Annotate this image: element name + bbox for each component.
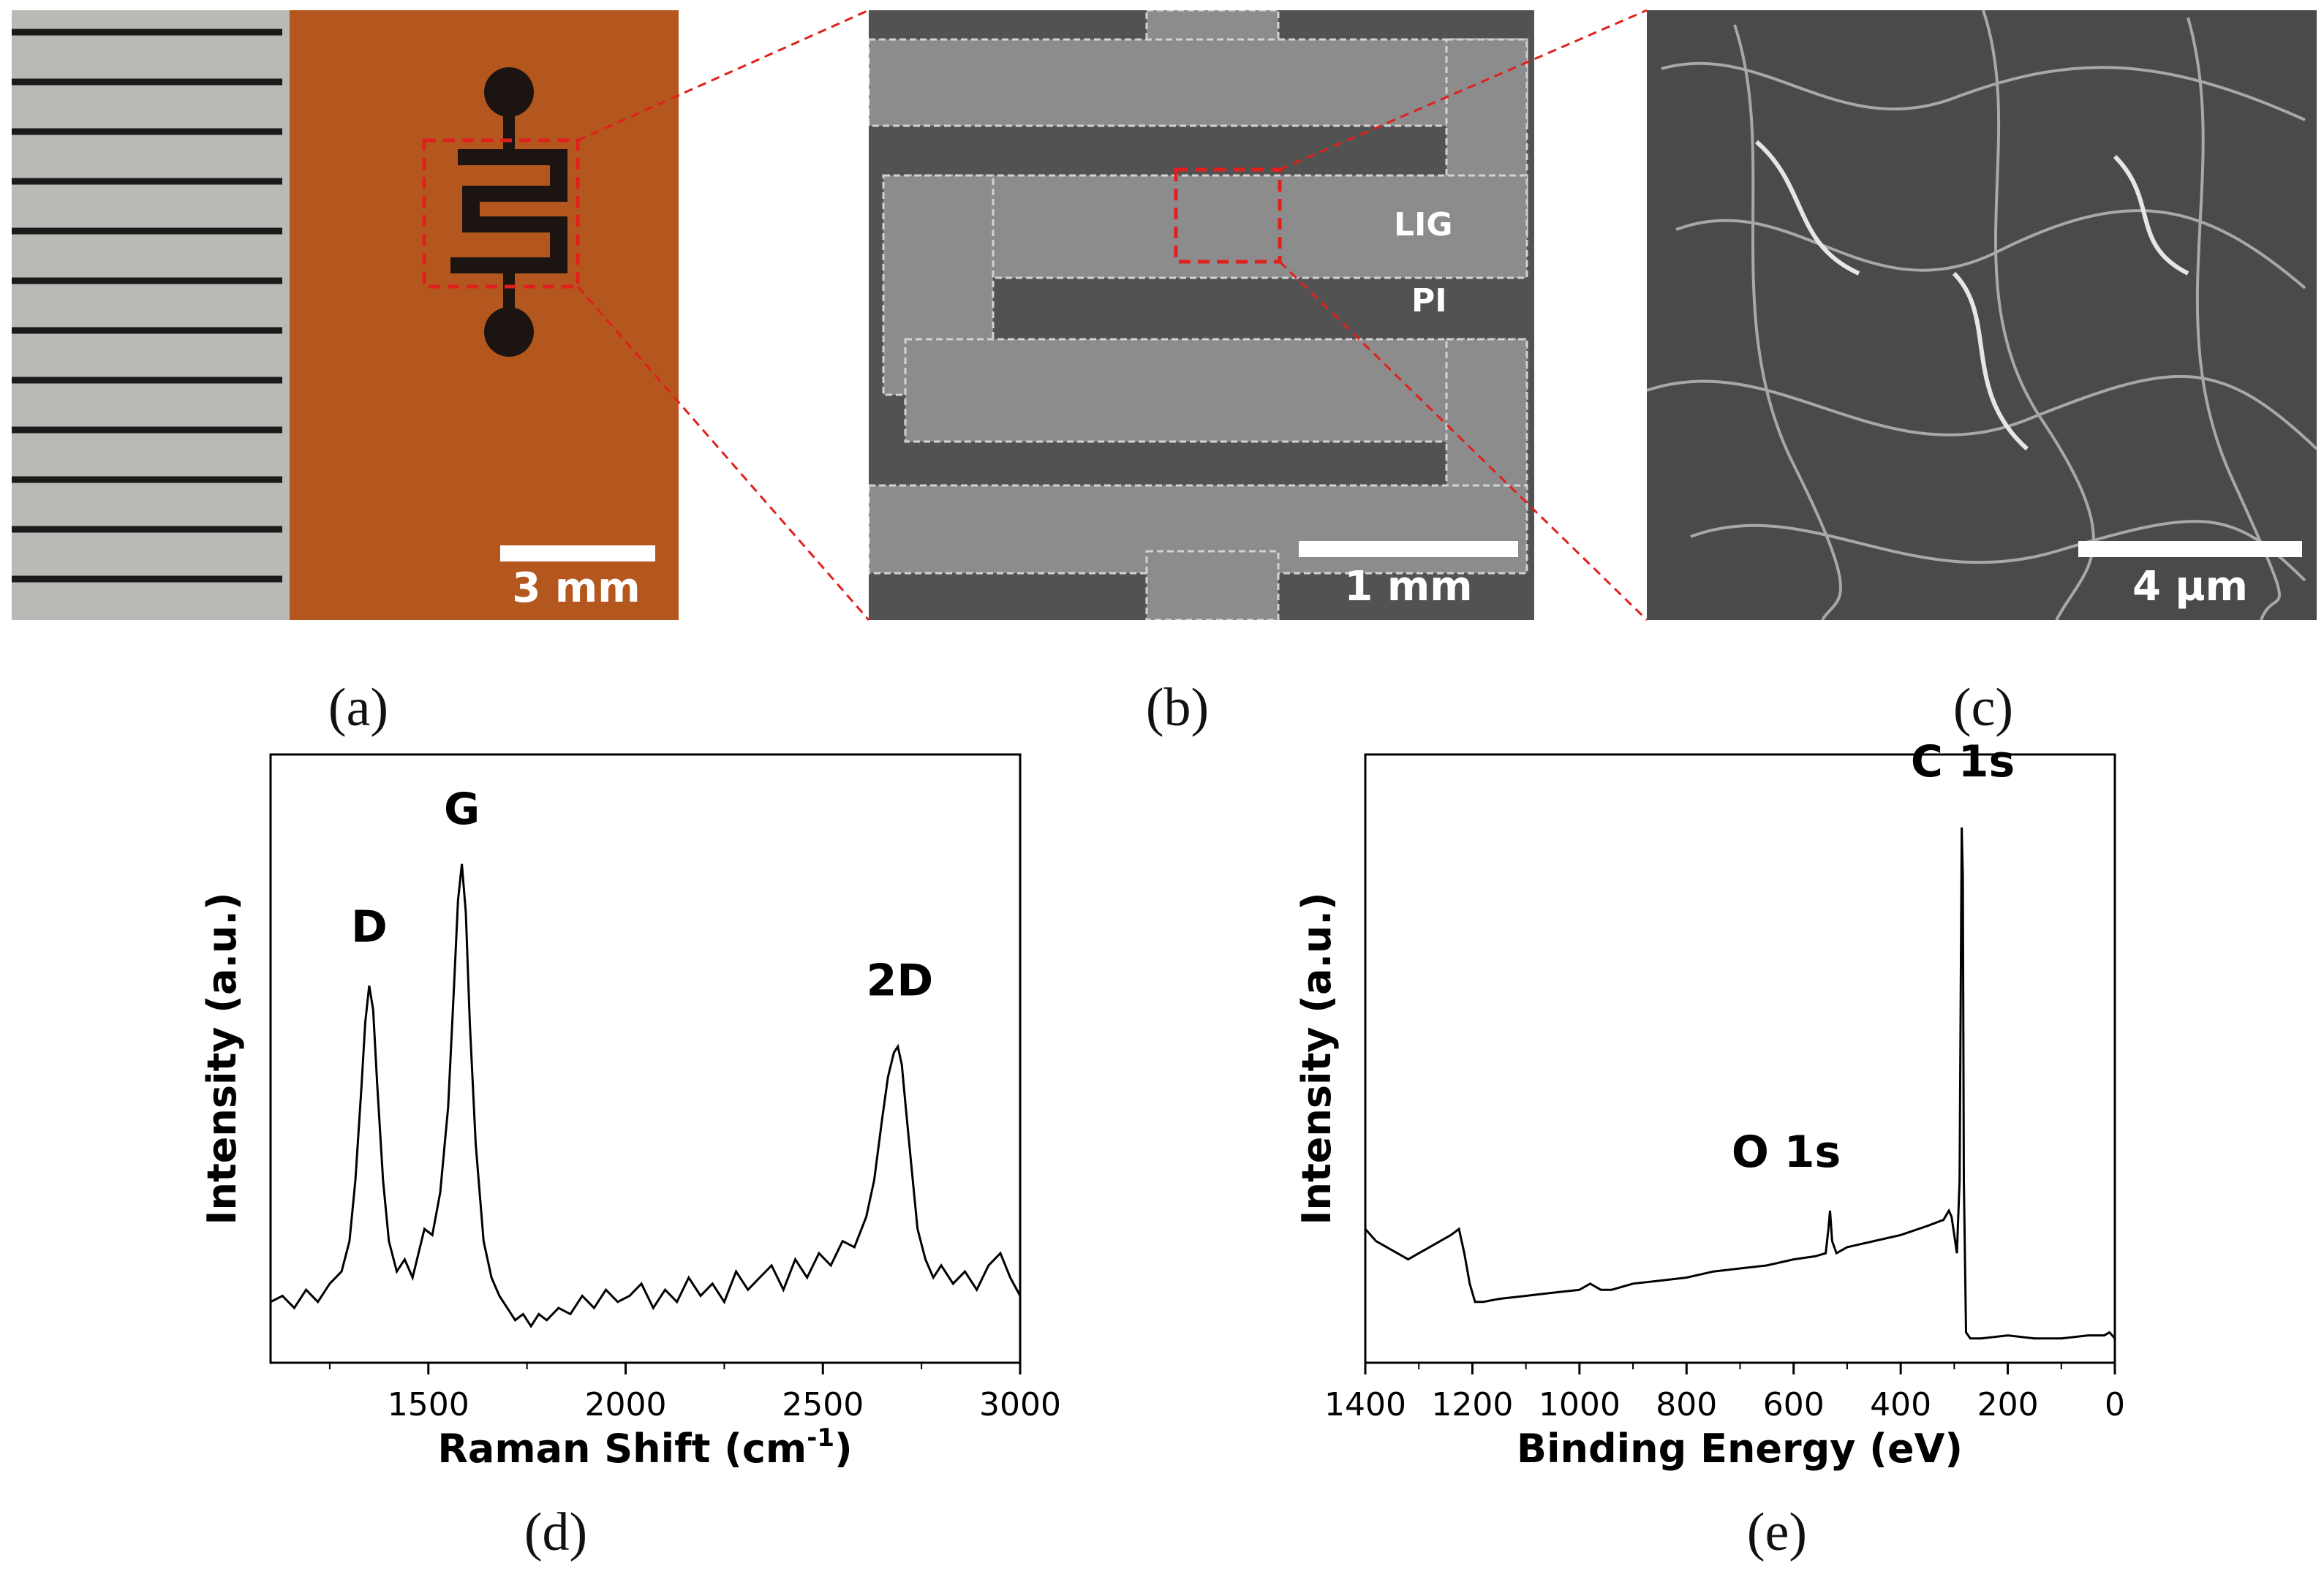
xps-chart: 1400 1200 1000 800 600 400 200 0 O 1s C 1s Inten…	[1294, 736, 2125, 1472]
ruler-ticks	[12, 29, 282, 583]
xps-series-line	[1364, 827, 2116, 1340]
caption-b: (b)	[1145, 678, 1210, 738]
y-axis-label: Intensity (a.u.)	[1294, 892, 1340, 1225]
x-tick-label: 1400	[1324, 1386, 1406, 1423]
photo-panel-c: 4 µm	[1647, 10, 2317, 620]
peak-label: G	[444, 784, 480, 835]
ruler	[12, 10, 290, 620]
x-tick-label: 0	[2105, 1386, 2125, 1423]
peak-label: O 1s	[1732, 1127, 1841, 1178]
scale-bar-a	[500, 545, 655, 561]
x-tick-label: 400	[1870, 1386, 1931, 1423]
x-axis-label: Raman Shift (cm-1)	[437, 1423, 852, 1472]
scale-bar-c	[2078, 541, 2302, 557]
y-axis-label: Intensity (a.u.)	[199, 892, 245, 1225]
scale-label-b: 1 mm	[1344, 563, 1473, 610]
x-tick-label: 1200	[1431, 1386, 1513, 1423]
label-lig: LIG	[1394, 206, 1453, 243]
sem-image-c	[1647, 10, 2317, 620]
raman-series-line	[270, 863, 1022, 1328]
x-tick-label: 600	[1763, 1386, 1825, 1423]
x-tick-label: 1500	[388, 1386, 469, 1423]
raman-chart: 1500 2000 2500 3000 D G 2D Intensity (a.u.) R…	[199, 753, 1061, 1472]
graphene-flakes	[1647, 10, 2317, 620]
graphene-highlights	[1755, 140, 2189, 451]
photo-panel-a: 3 mm	[12, 10, 679, 620]
x-axis-label: Binding Energy (eV)	[1517, 1426, 1963, 1472]
x-tick-label: 1000	[1539, 1386, 1621, 1423]
x-tick-label: 800	[1656, 1386, 1717, 1423]
photo-panel-b: LIG PI 1 mm	[869, 10, 1534, 620]
plot-frame	[269, 753, 1022, 1364]
polyimide-substrate	[290, 10, 679, 620]
scale-bar-b	[1299, 541, 1518, 557]
peak-label: C 1s	[1911, 736, 2015, 787]
highlight-box-a	[422, 138, 580, 289]
x-tick-label: 2500	[782, 1386, 864, 1423]
caption-c: (c)	[1953, 678, 2014, 738]
scale-label-c: 4 µm	[2132, 563, 2249, 610]
caption-e: (e)	[1746, 1502, 1808, 1562]
x-tick-label: 2000	[585, 1386, 667, 1423]
scale-label-a: 3 mm	[512, 564, 641, 612]
device-photo	[12, 10, 679, 620]
caption-a: (a)	[328, 678, 389, 738]
x-tick-label: 3000	[979, 1386, 1061, 1423]
lig-sensor-pattern	[450, 67, 567, 357]
peak-label: D	[351, 901, 388, 953]
x-tick-label: 200	[1977, 1386, 2039, 1423]
peak-label: 2D	[867, 955, 934, 1006]
label-pi: PI	[1411, 282, 1447, 319]
plot-frame	[1364, 753, 2116, 1364]
highlight-box-b	[1174, 167, 1282, 264]
caption-d: (d)	[524, 1502, 588, 1562]
